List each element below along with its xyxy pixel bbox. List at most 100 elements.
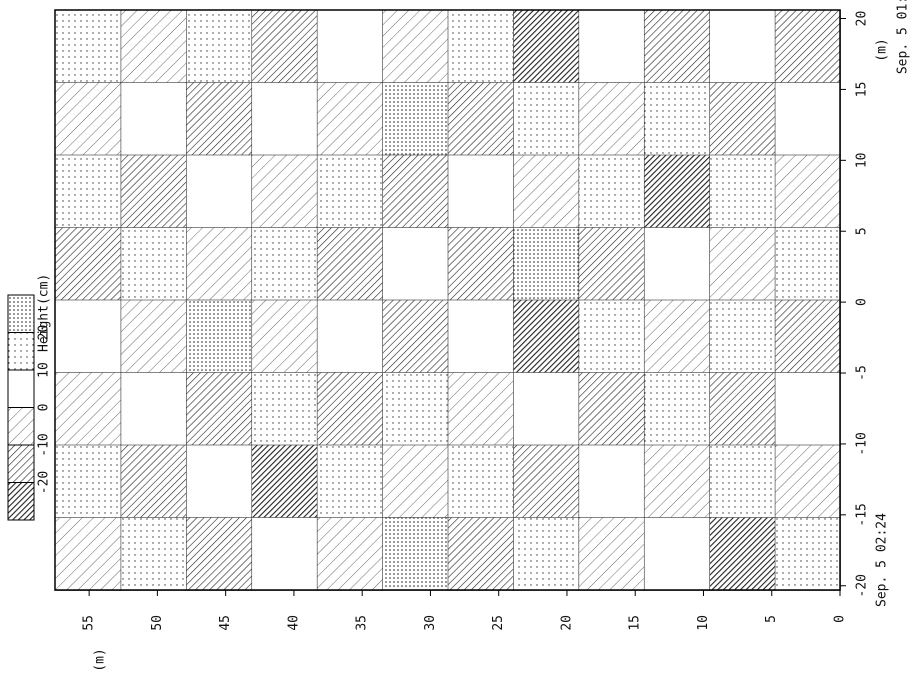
- end-time: Sep. 5 02:24: [875, 513, 890, 607]
- height-cell: [250, 82, 318, 156]
- height-cell: [185, 227, 253, 301]
- height-cell: [774, 9, 841, 84]
- legend-level: 10: [37, 362, 52, 378]
- height-cell: [447, 299, 514, 374]
- height-cell: [316, 82, 383, 156]
- legend-swatch: [7, 407, 35, 446]
- height-cell: [185, 82, 253, 156]
- height-cell: [54, 227, 122, 301]
- height-cell: [512, 82, 580, 156]
- y-tick-label: 10: [696, 615, 711, 631]
- height-cell: [185, 154, 253, 229]
- height-cell: [250, 9, 318, 84]
- height-cell: [447, 372, 514, 446]
- height-cell: [185, 299, 253, 374]
- height-cell: [120, 9, 187, 84]
- height-cell: [774, 299, 841, 374]
- height-cell: [120, 299, 187, 374]
- legend-level: -10: [37, 433, 52, 456]
- height-cell: [54, 517, 122, 591]
- height-cell: [316, 372, 383, 446]
- height-cell: [120, 372, 187, 446]
- height-cell: [708, 227, 776, 301]
- height-cell: [708, 517, 776, 591]
- x-tick-label: 20: [855, 11, 870, 27]
- height-cell: [54, 82, 122, 156]
- height-cell: [447, 227, 514, 301]
- height-cell: [643, 154, 710, 229]
- plot-frame: [54, 9, 841, 591]
- legend-level: -20: [37, 471, 52, 494]
- height-cell: [708, 372, 776, 446]
- height-cell: [447, 517, 514, 591]
- height-cell: [643, 82, 710, 156]
- height-cell: [447, 82, 514, 156]
- height-cell: [447, 154, 514, 229]
- height-cell: [316, 227, 383, 301]
- height-cell: [774, 372, 841, 446]
- height-cell: [120, 82, 187, 156]
- x-tick-label: -15: [855, 503, 870, 526]
- legend-level: 0: [37, 404, 52, 412]
- height-cell: [578, 299, 645, 374]
- legend-level: 20: [37, 325, 52, 341]
- height-cell: [54, 372, 122, 446]
- height-cell: [578, 444, 645, 519]
- height-cell: [774, 154, 841, 229]
- height-cell: [708, 299, 776, 374]
- height-cell: [381, 154, 449, 229]
- y-tick-label: 40: [286, 615, 301, 631]
- height-cell: [316, 9, 383, 84]
- y-tick-label: 5: [764, 615, 779, 623]
- x-tick-label: -5: [855, 365, 870, 381]
- height-cell: [512, 299, 580, 374]
- height-cell: [643, 299, 710, 374]
- height-cell: [512, 154, 580, 229]
- y-tick-label: 15: [628, 615, 643, 631]
- x-tick-label: 10: [855, 152, 870, 168]
- y-tick-label: 55: [82, 615, 97, 631]
- height-cell: [54, 9, 122, 84]
- legend-swatch: [7, 444, 35, 483]
- x-tick-label: 15: [855, 82, 870, 98]
- height-cell: [774, 517, 841, 591]
- x-tick-label: -10: [855, 432, 870, 455]
- height-cell: [250, 154, 318, 229]
- height-cell: [54, 299, 122, 374]
- y-axis-label: (m): [93, 648, 108, 671]
- height-cell: [447, 444, 514, 519]
- height-cell: [578, 227, 645, 301]
- height-cell: [512, 517, 580, 591]
- height-cell: [381, 299, 449, 374]
- y-tick-label: 25: [491, 615, 506, 631]
- height-cell: [250, 372, 318, 446]
- legend-swatch: [7, 294, 35, 333]
- height-cell: [120, 154, 187, 229]
- height-cell: [447, 9, 514, 84]
- height-cell: [708, 154, 776, 229]
- height-cell: [185, 444, 253, 519]
- legend-swatch: [7, 482, 35, 521]
- height-cell: [643, 517, 710, 591]
- height-cell: [578, 372, 645, 446]
- height-cell: [381, 227, 449, 301]
- height-cell: [316, 154, 383, 229]
- legend-swatch: [7, 369, 35, 408]
- height-cell: [381, 372, 449, 446]
- x-tick-label: -20: [855, 574, 870, 597]
- height-cell: [512, 372, 580, 446]
- height-cell: [578, 9, 645, 84]
- height-cell: [250, 299, 318, 374]
- height-cell: [250, 227, 318, 301]
- height-cell: [381, 9, 449, 84]
- height-cell: [643, 9, 710, 84]
- y-tick-label: 20: [559, 615, 574, 631]
- height-cell: [578, 154, 645, 229]
- height-cell: [185, 9, 253, 84]
- y-tick-label: 30: [423, 615, 438, 631]
- y-tick-label: 50: [150, 615, 165, 631]
- height-cell: [578, 517, 645, 591]
- height-cell: [643, 227, 710, 301]
- height-cell: [120, 517, 187, 591]
